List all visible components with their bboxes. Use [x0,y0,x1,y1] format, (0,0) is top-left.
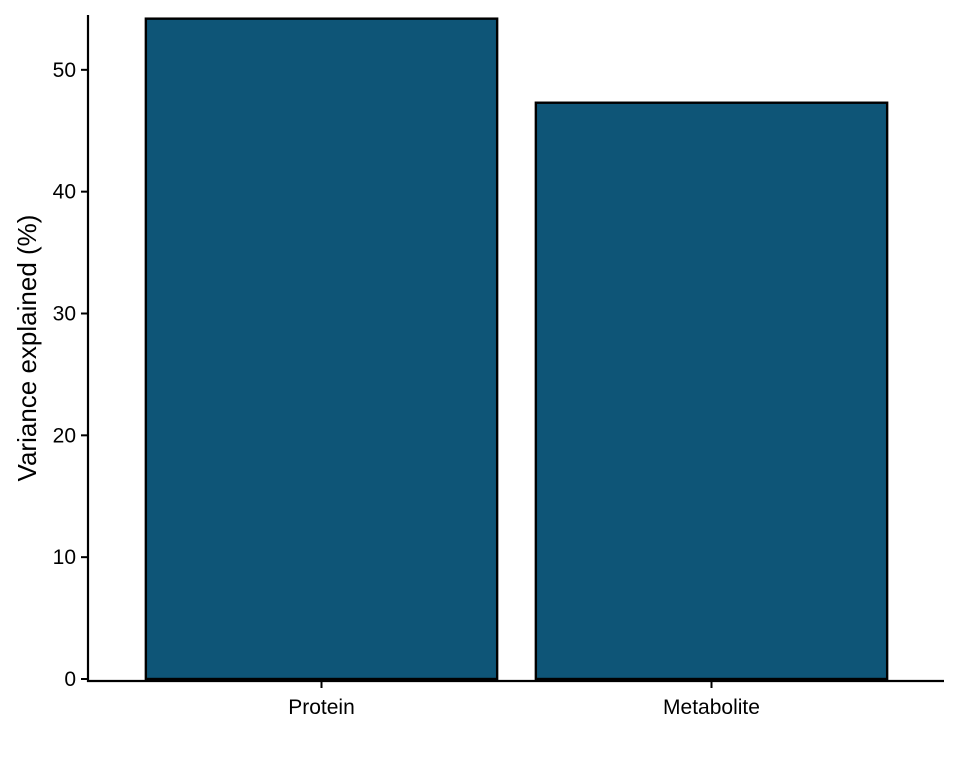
bars-layer [144,17,889,681]
x-axis-ticks: Protein Metabolite [288,681,760,719]
y-axis-ticks: 0 10 20 30 40 50 [53,59,88,691]
bar-protein [144,17,499,681]
x-tick-label-protein: Protein [288,696,355,719]
y-tick-label-10: 10 [53,546,76,569]
y-tick-label-0: 0 [64,668,76,691]
x-tick-label-metabolite: Metabolite [663,696,760,719]
y-tick-label-50: 50 [53,59,76,82]
y-tick-label-40: 40 [53,181,76,204]
y-tick-label-30: 30 [53,302,76,325]
y-axis-title: Variance explained (%) [12,215,42,482]
y-tick-label-20: 20 [53,424,76,447]
bar-metabolite [534,101,889,681]
